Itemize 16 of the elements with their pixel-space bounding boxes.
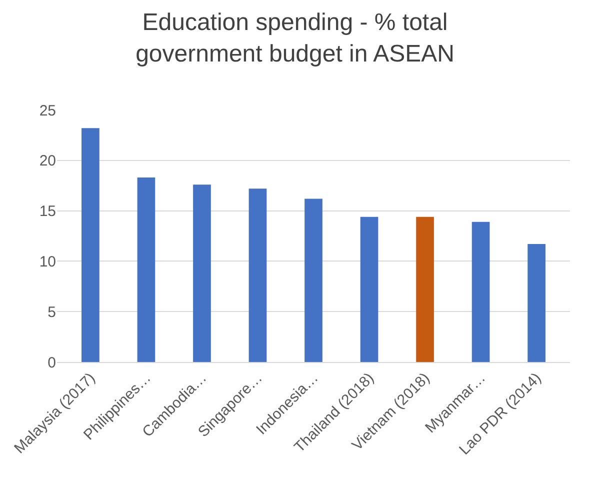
chart-title: Education spending - % total government budget in ASEAN: [136, 9, 454, 68]
bar: [304, 198, 322, 362]
bar: [416, 216, 434, 362]
y-tick-label: 20: [39, 152, 56, 170]
y-tick-label: 10: [39, 253, 56, 270]
y-tick-label: 5: [48, 304, 56, 321]
bar: [248, 188, 267, 362]
bar: [137, 178, 156, 362]
bar: [193, 184, 211, 362]
bar: [82, 128, 100, 362]
y-tick-label: 25: [39, 102, 56, 120]
bar: [528, 244, 546, 362]
bar: [360, 216, 378, 362]
y-tick-label: 0: [48, 354, 56, 372]
y-tick-label: 15: [39, 203, 56, 220]
bar: [472, 222, 490, 362]
